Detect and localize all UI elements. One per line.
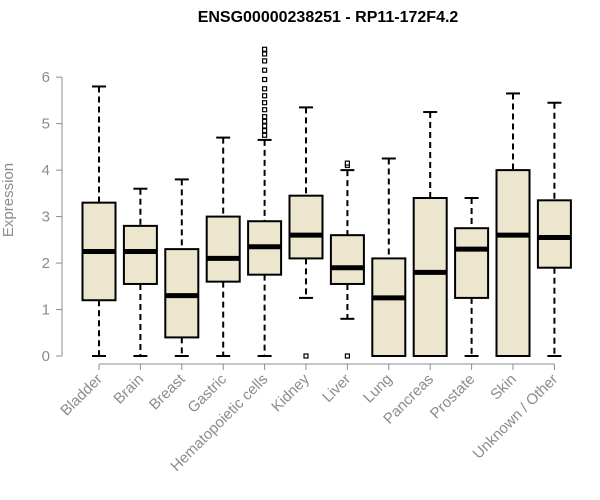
box-1 (122, 187, 158, 357)
outlier-4-5 (262, 107, 268, 113)
x-tick-label-0: Bladder (57, 371, 106, 420)
outlier-4-1 (262, 128, 268, 134)
box-rect-5 (288, 194, 324, 260)
outlier-6-2 (344, 160, 350, 166)
x-tick-label-1: Brain (110, 371, 147, 408)
outlier-4-4 (262, 114, 268, 120)
outlier-6-0 (344, 353, 350, 359)
box-rect-8 (412, 197, 448, 357)
y-tick-label-0: 0 (42, 348, 50, 365)
boxes-layer (81, 46, 572, 359)
box-5 (288, 106, 324, 359)
box-rect-6 (329, 234, 365, 285)
outlier-5-0 (303, 353, 309, 359)
box-rect-9 (454, 227, 490, 299)
x-tick-label-7: Lung (360, 371, 396, 407)
chart-title: ENSG00000238251 - RP11-172F4.2 (198, 9, 459, 26)
outlier-4-10 (262, 67, 268, 73)
x-tick-label-6: Liver (319, 371, 354, 406)
box-0 (81, 85, 117, 357)
y-tick-label-1: 1 (42, 302, 50, 319)
box-rect-11 (536, 199, 572, 269)
outlier-4-6 (262, 100, 268, 106)
box-rect-3 (205, 215, 241, 283)
x-tick-label-5: Kidney (268, 370, 313, 415)
y-axis: 0 1 2 3 4 5 6 (42, 69, 63, 365)
outlier-4-8 (262, 86, 268, 92)
outlier-4-13 (262, 46, 268, 52)
box-10 (495, 92, 531, 357)
x-tick-label-10: Skin (487, 371, 520, 404)
outlier-4-9 (262, 76, 268, 83)
y-axis-label: Expression (0, 163, 17, 237)
x-tick-label-2: Breast (146, 370, 189, 413)
outlier-4-3 (262, 118, 268, 124)
box-4 (247, 46, 283, 357)
box-2 (164, 178, 200, 357)
outlier-4-12 (262, 51, 268, 57)
outlier-4-2 (262, 123, 268, 129)
box-rect-10 (495, 169, 531, 357)
box-6 (329, 160, 365, 359)
y-tick-label-4: 4 (42, 162, 50, 179)
y-tick-label-5: 5 (42, 116, 50, 133)
box-3 (205, 136, 241, 357)
box-7 (371, 157, 407, 358)
y-tick-label-3: 3 (42, 209, 50, 226)
box-rect-7 (371, 257, 407, 358)
box-9 (454, 197, 490, 357)
y-tick-label-2: 2 (42, 255, 50, 272)
box-11 (536, 101, 572, 357)
outlier-4-0 (262, 132, 268, 138)
box-rect-1 (122, 224, 158, 285)
x-tick-label-9: Prostate (427, 371, 479, 423)
outlier-4-11 (262, 58, 268, 64)
box-8 (412, 111, 448, 357)
outlier-4-7 (262, 93, 268, 99)
y-tick-label-6: 6 (42, 69, 50, 86)
